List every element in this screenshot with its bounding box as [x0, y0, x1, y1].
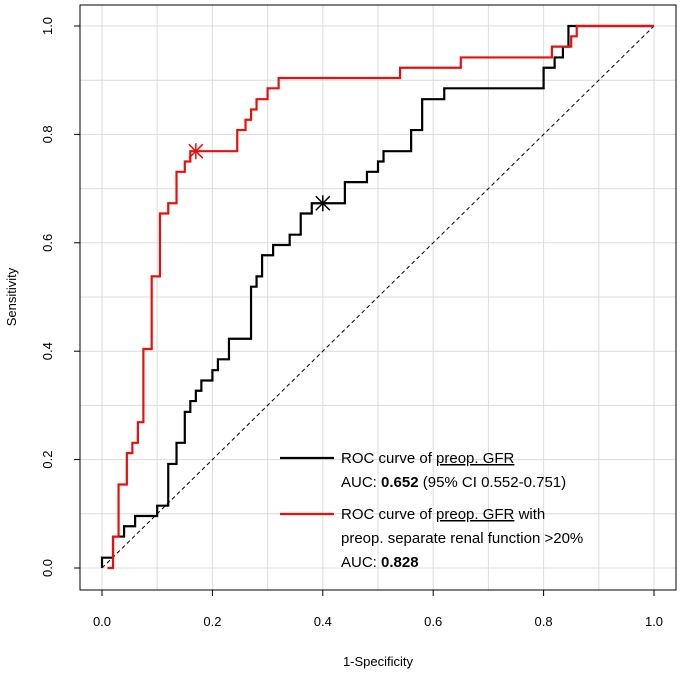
y-axis-label: Sensitivity	[4, 267, 19, 326]
y-tick-label: 0.8	[40, 125, 55, 143]
legend: ROC curve of preop. GFR AUC: 0.652 (95% …	[280, 450, 583, 571]
y-tick-label: 0.4	[40, 342, 55, 360]
x-tick-label: 1.0	[645, 614, 663, 629]
x-tick-label: 0.6	[424, 614, 442, 629]
legend-entry-2-line-1: ROC curve of preop. GFR with	[341, 506, 545, 523]
cutoff-markers	[188, 143, 331, 212]
y-tick-label: 0.2	[40, 451, 55, 469]
y-axis-ticks: 0.0 0.2 0.4 0.6 0.8 1.0	[40, 17, 80, 577]
x-tick-label: 0.2	[203, 614, 221, 629]
legend-entry-1-line-2: AUC: 0.652 (95% CI 0.552-0.751)	[341, 474, 566, 491]
y-tick-label: 1.0	[40, 17, 55, 35]
x-tick-label: 0.4	[314, 614, 332, 629]
legend-entry-2-line-3: AUC: 0.828	[341, 554, 419, 571]
legend-entry-2-line-2: preop. separate renal function >20%	[341, 530, 583, 547]
x-axis-label: 1-Specificity	[343, 654, 414, 669]
x-tick-label: 0.0	[93, 614, 111, 629]
cutoff-marker-2	[188, 143, 204, 160]
y-tick-label: 0.0	[40, 559, 55, 577]
x-axis-ticks: 0.0 0.2 0.4 0.6 0.8 1.0	[93, 590, 663, 629]
plot-frame	[79, 4, 677, 591]
legend-entry-1-line-1: ROC curve of preop. GFR	[341, 450, 515, 467]
diagonal-reference-line	[101, 25, 655, 569]
x-tick-label: 0.8	[535, 614, 553, 629]
roc-line-preop-gfr	[100, 24, 654, 568]
cutoff-marker-1	[315, 195, 331, 212]
y-tick-label: 0.6	[40, 234, 55, 252]
